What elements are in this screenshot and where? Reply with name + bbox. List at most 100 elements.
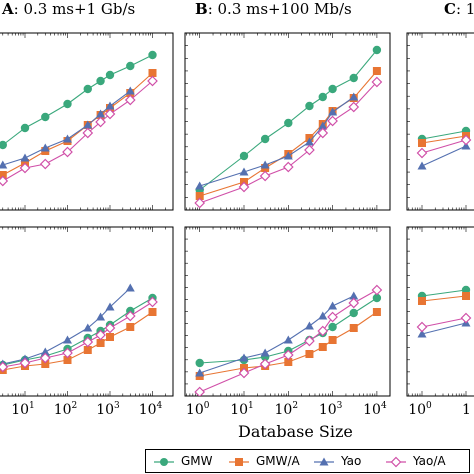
- marker-gmw-a: [462, 292, 470, 300]
- plot-b-top: [194, 45, 383, 209]
- marker-gmw-a: [372, 308, 381, 316]
- legend-markers: [154, 456, 406, 468]
- marker-gmw: [305, 101, 314, 111]
- legend-marker-gmw: [160, 458, 168, 466]
- marker-yao-a: [282, 349, 294, 361]
- tick-label-a-2: 102: [54, 401, 78, 418]
- series-line-yao-a: [421, 317, 467, 328]
- marker-yao-a: [304, 335, 315, 347]
- legend-label-yao-a: Yao/A: [413, 454, 446, 468]
- tick-label-b-4: 104: [363, 401, 387, 418]
- panel-frame-a-top: [0, 32, 174, 211]
- marker-yao-a: [62, 146, 73, 158]
- marker-gmw-a: [148, 69, 157, 77]
- tick-label-b-3: 103: [319, 401, 343, 418]
- marker-yao: [349, 291, 359, 300]
- marker-gmw-a: [148, 308, 157, 316]
- marker-yao: [83, 120, 93, 129]
- marker-gmw: [148, 50, 157, 60]
- marker-yao: [105, 302, 115, 311]
- marker-yao-a: [259, 358, 271, 370]
- marker-gmw: [328, 84, 337, 94]
- marker-yao-a: [348, 297, 360, 309]
- marker-yao: [83, 323, 93, 332]
- marker-gmw: [372, 45, 382, 55]
- marker-yao: [318, 121, 328, 130]
- marker-gmw-a: [126, 323, 135, 331]
- marker-yao: [260, 348, 270, 357]
- marker-yao: [304, 321, 314, 330]
- marker-gmw: [0, 140, 7, 150]
- tick-label-b-1: 101: [230, 401, 254, 418]
- marker-yao: [461, 141, 471, 150]
- marker-yao: [318, 311, 328, 320]
- legend-label-gmw-a: GMW/A: [256, 454, 300, 468]
- marker-yao-a: [317, 325, 329, 337]
- marker-yao-a: [95, 116, 106, 128]
- series-line-gmw: [421, 289, 467, 297]
- marker-yao-a: [19, 357, 31, 369]
- marker-yao-a: [304, 144, 315, 156]
- marker-yao: [328, 301, 338, 310]
- marker-yao-a: [82, 336, 94, 348]
- marker-gmw: [349, 308, 358, 318]
- marker-gmw: [318, 92, 327, 102]
- panel-c-title: C: 1: [444, 0, 474, 18]
- legend-label-gmw: GMW: [181, 454, 213, 468]
- marker-yao-a: [327, 115, 338, 127]
- marker-yao-a: [19, 162, 31, 174]
- marker-gmw-a: [83, 346, 92, 354]
- marker-yao-a: [62, 347, 73, 359]
- series-line-gmw-a: [199, 311, 378, 377]
- marker-yao: [125, 86, 135, 95]
- marker-yao: [105, 101, 115, 110]
- marker-yao: [40, 143, 50, 152]
- marker-gmw: [41, 112, 50, 122]
- marker-yao: [349, 92, 359, 101]
- tick-label-a-3: 103: [96, 401, 120, 418]
- tick-label-a-1: 101: [11, 401, 35, 418]
- plot-a-top: [0, 50, 158, 187]
- marker-yao-a: [460, 312, 472, 324]
- legend-marker-gmw-a: [235, 458, 243, 466]
- marker-gmw-a: [372, 67, 381, 75]
- panel-frame-a-bottom: [0, 226, 174, 397]
- series-line-yao: [421, 322, 467, 335]
- marker-yao-a: [147, 75, 158, 87]
- marker-yao-a: [194, 386, 206, 396]
- marker-gmw-a: [63, 356, 72, 364]
- panel-frame-c-top: [406, 32, 474, 211]
- marker-yao-a: [238, 367, 250, 379]
- marker-yao: [283, 151, 293, 160]
- marker-gmw-a: [41, 360, 50, 368]
- marker-yao: [239, 353, 249, 362]
- marker-gmw: [195, 358, 204, 368]
- marker-yao: [283, 335, 293, 344]
- series-line-gmw: [421, 130, 467, 140]
- marker-yao-a: [371, 76, 383, 88]
- marker-gmw: [63, 99, 72, 109]
- marker-yao: [63, 335, 72, 344]
- tick-label-b-0: 100: [186, 401, 210, 418]
- marker-yao-a: [147, 296, 158, 308]
- marker-yao-a: [327, 311, 338, 323]
- marker-yao: [96, 312, 106, 321]
- series-line-gmw-a: [421, 295, 467, 302]
- marker-yao: [63, 134, 72, 143]
- marker-yao: [328, 107, 338, 116]
- marker-gmw-a: [284, 358, 293, 366]
- plot-b-bottom: [194, 284, 383, 396]
- marker-yao: [195, 368, 205, 377]
- marker-gmw: [239, 151, 249, 161]
- marker-gmw: [284, 118, 293, 128]
- marker-yao-a: [95, 329, 106, 341]
- legend-marker-yao: [319, 457, 329, 466]
- marker-gmw: [105, 70, 115, 80]
- marker-yao-a: [124, 94, 136, 106]
- marker-yao-a: [259, 170, 271, 182]
- marker-gmw-a: [349, 324, 358, 332]
- marker-gmw: [328, 322, 337, 332]
- marker-yao-a: [39, 352, 51, 364]
- marker-gmw: [260, 134, 270, 144]
- panel-a-title: A: 0.3 ms+1 Gb/s: [2, 0, 136, 18]
